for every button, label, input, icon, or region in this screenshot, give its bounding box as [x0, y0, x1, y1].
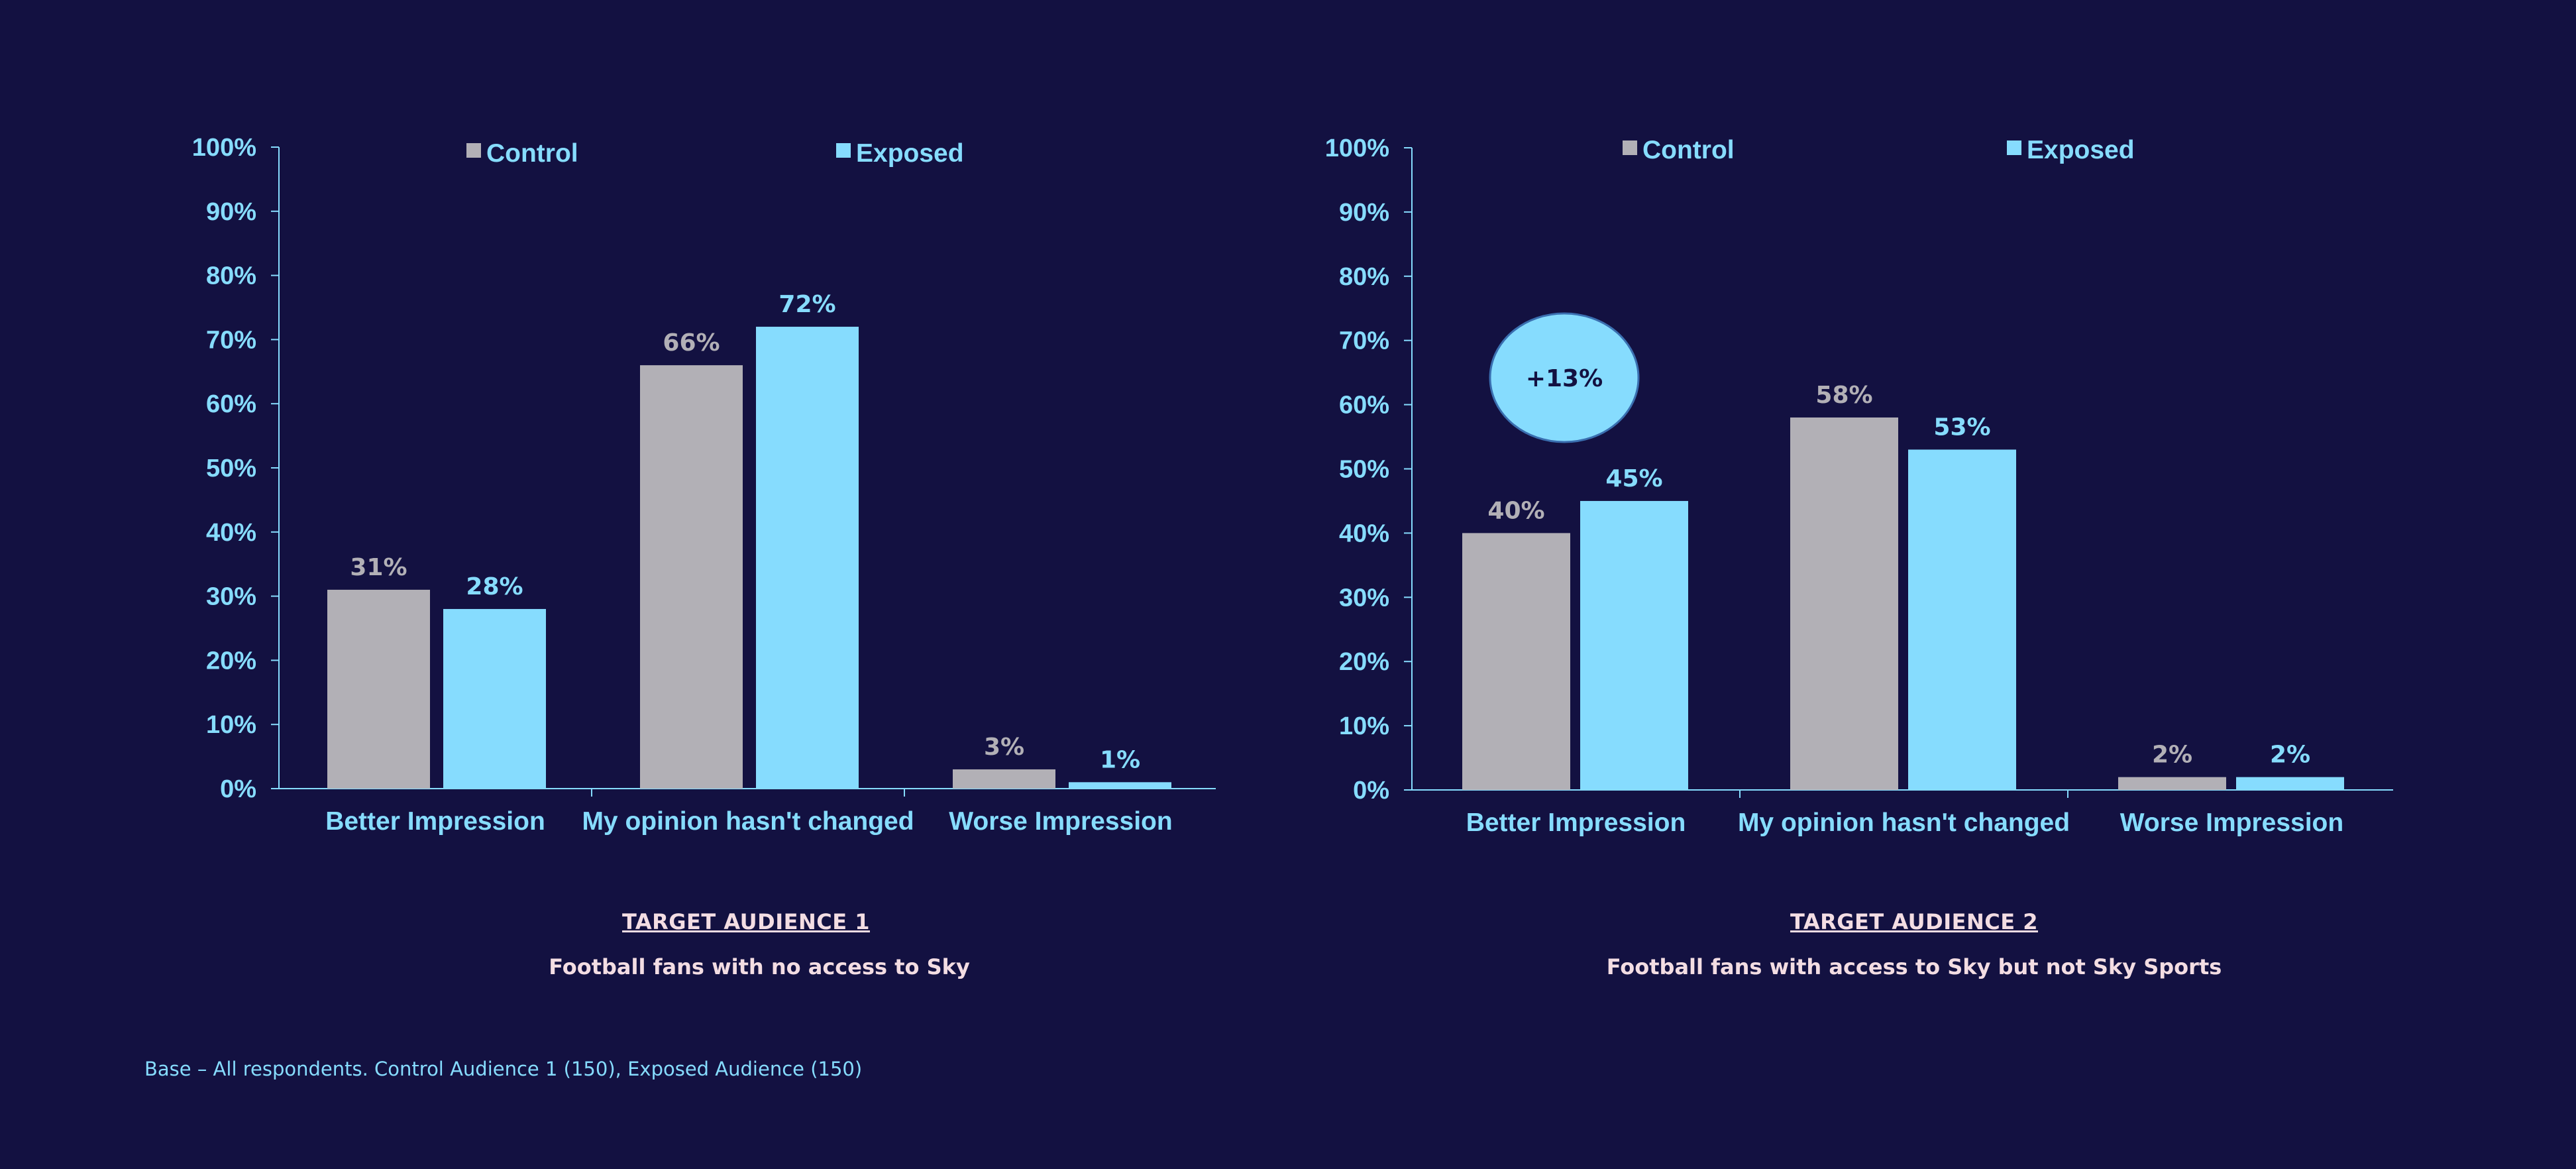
chart1-y-tick-label: 100%	[192, 134, 256, 162]
chart1-legend-label-exposed: Exposed	[856, 139, 964, 168]
chart2-y-tick-label: 10%	[1339, 712, 1389, 740]
chart2-data-label-control: 2%	[2152, 742, 2192, 769]
chart1-y-tick-label: 10%	[206, 711, 256, 739]
chart2-bar-exposed	[1908, 449, 2016, 790]
chart2-annotation-bubble	[1489, 312, 1640, 443]
chart2-bar-control	[1462, 533, 1570, 790]
chart2-data-label-control: 58%	[1815, 382, 1872, 409]
chart2-bar-control	[1790, 417, 1898, 790]
chart1-data-label-exposed: 28%	[466, 573, 523, 600]
caption-subtitle-audience-2: Football fans with access to Sky but not…	[1606, 954, 2222, 979]
chart1-y-tick-label: 0%	[220, 775, 256, 803]
chart1-legend-label-control: Control	[486, 139, 578, 168]
chart2-y-tick-label: 70%	[1339, 327, 1389, 355]
chart2-y-tick-label: 90%	[1339, 199, 1389, 227]
chart2-y-tick-label: 0%	[1353, 777, 1389, 805]
chart2-category-label: My opinion hasn't changed	[1738, 808, 2070, 837]
chart2-data-label-exposed: 2%	[2270, 742, 2310, 769]
chart2-annotation-label: +13%	[1526, 365, 1603, 392]
chart1-bar-exposed	[756, 327, 859, 789]
chart1-data-label-exposed: 72%	[778, 291, 835, 318]
chart1-y-tick-label: 30%	[206, 583, 256, 611]
chart2-category-label: Worse Impression	[2120, 808, 2343, 837]
chart1-data-label-control: 66%	[663, 329, 720, 357]
caption-subtitle-audience-1: Football fans with no access to Sky	[549, 954, 970, 979]
chart1-bar-exposed	[1069, 782, 1171, 789]
chart1-bar-exposed	[443, 608, 546, 789]
chart1-bar-control	[640, 365, 743, 789]
chart1-y-tick-label: 60%	[206, 390, 256, 418]
chart1-data-label-control: 3%	[984, 734, 1024, 761]
chart2-data-label-control: 40%	[1487, 497, 1544, 524]
base-footnote: Base – All respondents. Control Audience…	[144, 1058, 863, 1080]
chart1-y-tick-label: 70%	[206, 326, 256, 354]
chart2-legend-label-exposed: Exposed	[2027, 136, 2135, 164]
chart2-legend-swatch-control	[1623, 140, 1637, 155]
chart2-y-tick-label: 50%	[1339, 456, 1389, 484]
caption-title-audience-1: TARGET AUDIENCE 1	[622, 909, 870, 934]
chart2-y-tick-label: 100%	[1325, 135, 1389, 162]
chart1-category-label: Better Impression	[325, 807, 545, 836]
chart1-category-label: My opinion hasn't changed	[582, 807, 914, 836]
chart2-category-label: Better Impression	[1466, 808, 1686, 837]
chart2-y-tick-label: 60%	[1339, 392, 1389, 419]
chart2-bar-control	[2118, 777, 2226, 790]
chart2-y-tick-label: 80%	[1339, 263, 1389, 291]
chart2-data-label-exposed: 53%	[1933, 414, 1990, 441]
chart1-data-label-exposed: 1%	[1100, 746, 1140, 773]
chart1-y-tick-label: 90%	[206, 198, 256, 226]
chart1-bar-control	[953, 769, 1055, 789]
chart1-y-tick-label: 20%	[206, 647, 256, 675]
chart1-bar-control	[327, 589, 430, 789]
chart2-bar-exposed	[2236, 777, 2344, 790]
chart2-y-tick-label: 20%	[1339, 648, 1389, 676]
chart1-category-label: Worse Impression	[949, 807, 1172, 836]
chart1-y-tick-label: 80%	[206, 262, 256, 290]
chart2-legend-swatch-exposed	[2007, 140, 2021, 155]
chart1-legend-swatch-exposed	[836, 143, 851, 158]
chart1-y-tick-label: 50%	[206, 455, 256, 482]
chart2-data-label-exposed: 45%	[1605, 465, 1662, 492]
chart2-bar-exposed	[1580, 500, 1688, 790]
chart2-y-tick-label: 30%	[1339, 584, 1389, 612]
chart2-y-tick-label: 40%	[1339, 520, 1389, 547]
chart1-data-label-control: 31%	[350, 554, 407, 581]
caption-title-audience-2: TARGET AUDIENCE 2	[1790, 909, 2038, 934]
chart1-y-tick-label: 40%	[206, 519, 256, 547]
chart1-legend-swatch-control	[466, 143, 481, 158]
chart2-legend-label-control: Control	[1642, 136, 1735, 164]
